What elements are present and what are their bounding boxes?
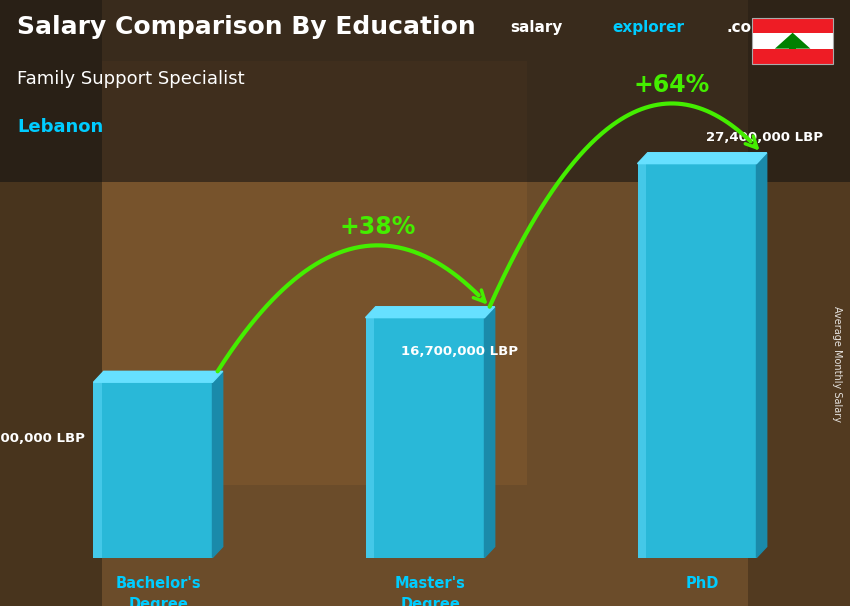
Polygon shape [212, 371, 223, 558]
Bar [0, 0, 850, 182]
Text: PhD: PhD [685, 576, 719, 591]
Text: Bachelor's
Degree: Bachelor's Degree [116, 576, 201, 606]
Bar [102, 61, 527, 485]
Bar [94, 382, 102, 558]
Bar [752, 18, 833, 64]
Text: Lebanon: Lebanon [17, 118, 103, 136]
Bar [638, 164, 756, 558]
Polygon shape [638, 153, 767, 164]
Bar [752, 48, 833, 64]
Bar [94, 382, 212, 558]
Bar [0, 0, 102, 606]
Bar [752, 18, 833, 33]
Bar [366, 318, 484, 558]
Text: Master's
Degree: Master's Degree [394, 576, 466, 606]
Text: 12,200,000 LBP: 12,200,000 LBP [0, 432, 85, 445]
Bar [748, 0, 850, 606]
Polygon shape [366, 307, 495, 318]
Bar [790, 45, 796, 48]
Polygon shape [94, 371, 223, 382]
Text: salary: salary [510, 20, 563, 35]
Polygon shape [484, 307, 495, 558]
Text: +38%: +38% [339, 215, 416, 239]
Text: explorer: explorer [612, 20, 684, 35]
Text: 27,400,000 LBP: 27,400,000 LBP [706, 131, 824, 144]
Bar [366, 318, 374, 558]
Polygon shape [775, 33, 810, 48]
Bar [752, 33, 833, 48]
Polygon shape [756, 153, 767, 558]
Text: Average Monthly Salary: Average Monthly Salary [832, 305, 842, 422]
Text: .com: .com [727, 20, 768, 35]
Text: Family Support Specialist: Family Support Specialist [17, 70, 245, 88]
Bar [638, 164, 646, 558]
Text: Salary Comparison By Education: Salary Comparison By Education [17, 15, 476, 39]
Text: +64%: +64% [633, 73, 710, 98]
Text: 16,700,000 LBP: 16,700,000 LBP [400, 345, 518, 358]
